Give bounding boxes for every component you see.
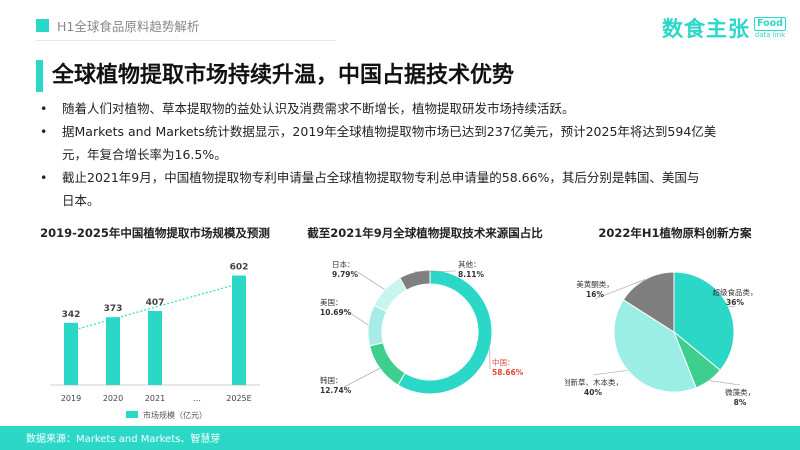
donut-chart-title: 截至2021年9月全球植物提取技术来源国占比 bbox=[307, 226, 543, 240]
pie-chart-title: 2022年H1植物原料创新方案 bbox=[598, 226, 752, 240]
slice-value: 8.11% bbox=[458, 270, 485, 279]
bullet-text: 据Markets and Markets统计数据显示，2019年全球植物提取物市… bbox=[62, 124, 717, 139]
donut-slice bbox=[373, 277, 408, 312]
bar-value-label: 407 bbox=[146, 298, 165, 308]
x-tick-label: 2025E bbox=[226, 394, 251, 403]
logo-sub-text: data link bbox=[754, 30, 786, 39]
slice-label: 美国： bbox=[320, 297, 343, 307]
leader-line bbox=[355, 270, 385, 290]
slice-label: 创新草、木本类， bbox=[565, 377, 623, 387]
slice-label: 日本： bbox=[332, 259, 355, 269]
slice-value: 16% bbox=[586, 290, 604, 299]
slice-label: 其他： bbox=[458, 259, 481, 269]
leader-line bbox=[343, 308, 369, 326]
slice-label: 微藻类， bbox=[725, 387, 755, 397]
leader-line bbox=[594, 279, 646, 300]
bullet-list: • 随着人们对植物、草本提取物的益处认识及消费需求不断增长，植物提取研发市场持续… bbox=[36, 97, 776, 212]
bullet-item: • 据Markets and Markets统计数据显示，2019年全球植物提取… bbox=[36, 120, 776, 166]
bar-value-label: 602 bbox=[230, 263, 249, 273]
bullet-dot: • bbox=[40, 170, 48, 185]
bar-value-label: 342 bbox=[62, 310, 81, 320]
bar-chart: 342 2019 373 2020 407 2021 … 602 2025E 市场规模（亿元） bbox=[50, 263, 260, 420]
donut-slice bbox=[399, 269, 431, 291]
pie-slice bbox=[673, 271, 735, 371]
pie-slice bbox=[622, 271, 675, 333]
slice-value: 40% bbox=[584, 388, 602, 397]
bullet-item: • 随着人们对植物、草本提取物的益处认识及消费需求不断增长，植物提取研发市场持续… bbox=[36, 97, 776, 120]
donut-slice bbox=[368, 342, 406, 386]
x-tick-label: … bbox=[193, 394, 201, 403]
brand-logo: 数食主张 Food data link bbox=[662, 14, 786, 42]
header-accent-square bbox=[36, 19, 49, 32]
bullet-text: 随着人们对植物、草本提取物的益处认识及消费需求不断增长，植物提取研发市场持续活跃… bbox=[62, 101, 575, 116]
logo-badge: Food data link bbox=[754, 17, 786, 39]
slice-value: 12.74% bbox=[320, 386, 352, 395]
bullet-dot: • bbox=[40, 124, 48, 139]
slice-label: 中国： bbox=[492, 357, 515, 367]
slice-value: 8% bbox=[734, 398, 747, 407]
donut-slice bbox=[397, 269, 493, 395]
slice-value: 36% bbox=[726, 298, 744, 307]
bar bbox=[64, 322, 78, 385]
leader-line bbox=[728, 306, 736, 308]
data-source: 数据来源：Markets and Markets、智慧芽 bbox=[26, 434, 221, 445]
leader-line bbox=[592, 369, 628, 376]
slice-value: 9.79% bbox=[332, 270, 359, 279]
slice-value: 10.69% bbox=[320, 308, 352, 317]
x-tick-label: 2021 bbox=[145, 394, 165, 403]
donut-chart: 中国：58.66% 韩国：12.74% 美国：10.69% 日本：9.79% 其他：8.… bbox=[320, 259, 524, 395]
pie-chart: 超级食品类，36% 微藻类，8% 创新草、木本类，40% 美黄酮类，16% bbox=[565, 271, 758, 407]
bullet-item: • 截止2021年9月，中国植物提取物专利申请量占全球植物提取物专利总申请量的5… bbox=[36, 166, 776, 212]
slice-label: 超级食品类， bbox=[713, 287, 758, 297]
logo-text: 数食主张 bbox=[662, 17, 750, 41]
bullet-text-continued: 元，年复合增长率为16.5%。 bbox=[62, 147, 227, 162]
logo-food-text: Food bbox=[754, 17, 786, 31]
x-tick-label: 2019 bbox=[61, 394, 81, 403]
footer-bar: 数据来源：Markets and Markets、智慧芽 bbox=[0, 426, 800, 450]
legend-swatch bbox=[126, 411, 138, 418]
page-title: 全球植物提取市场持续升温，中国占据技术优势 bbox=[52, 63, 515, 88]
slice-label: 韩国： bbox=[320, 375, 343, 385]
x-tick-label: 2020 bbox=[103, 394, 123, 403]
slice-value: 58.66% bbox=[492, 368, 524, 377]
bar bbox=[148, 311, 162, 385]
bar-chart-title: 2019-2025年中国植物提取市场规模及预测 bbox=[40, 226, 270, 240]
donut-slice bbox=[367, 304, 388, 347]
bar-value-label: 373 bbox=[104, 304, 123, 314]
bar bbox=[106, 317, 120, 385]
title-accent-bar bbox=[36, 60, 43, 92]
header-divider bbox=[36, 40, 336, 41]
bullet-text: 截止2021年9月，中国植物提取物专利申请量占全球植物提取物专利总申请量的58.… bbox=[62, 170, 700, 185]
leader-line bbox=[343, 368, 380, 388]
bar bbox=[232, 275, 246, 385]
leader-line bbox=[414, 270, 457, 273]
leader-line bbox=[709, 380, 741, 386]
slice-label: 美黄酮类， bbox=[576, 279, 614, 289]
legend-label: 市场规模（亿元） bbox=[143, 410, 207, 420]
section-title: H1全球食品原料趋势解析 bbox=[57, 19, 200, 34]
bullet-dot: • bbox=[40, 101, 48, 116]
bullet-text-continued: 日本。 bbox=[62, 193, 100, 208]
trend-line bbox=[70, 282, 240, 332]
